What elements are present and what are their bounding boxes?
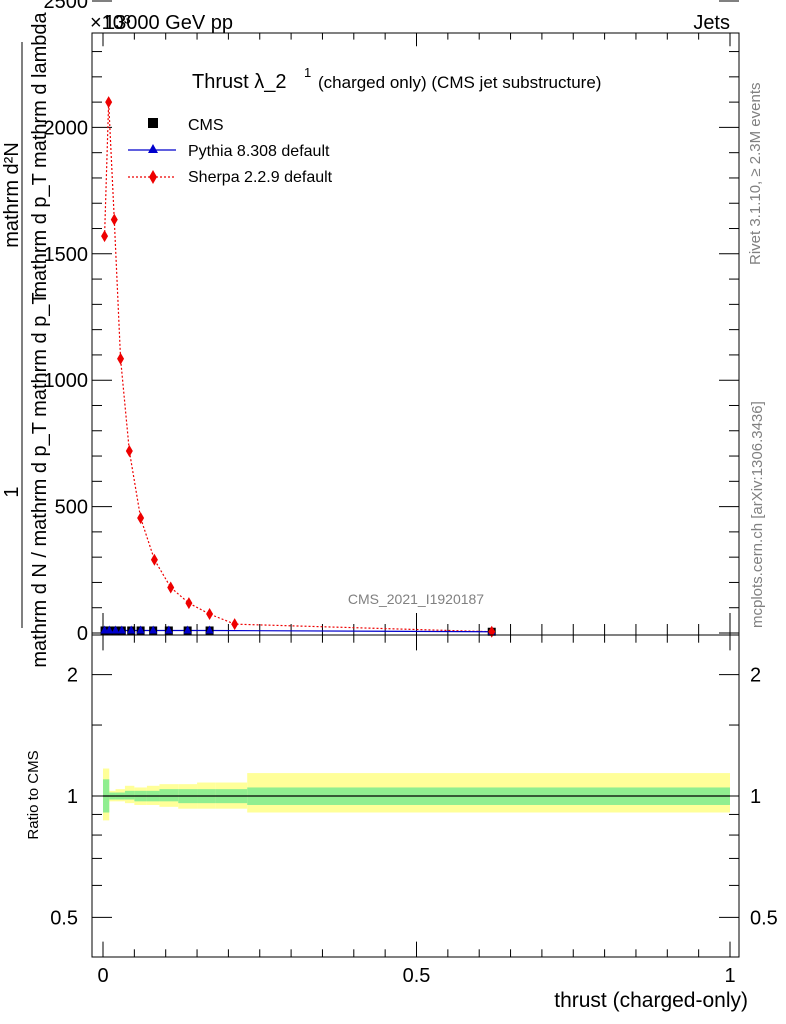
legend: CMS Pythia 8.308 default Sherpa 2.2.9 de… <box>128 117 333 186</box>
pythia-point <box>183 625 192 634</box>
ylabel-numerator-two: mathrm d²N <box>1 142 23 248</box>
ratio-ylabel: Ratio to CMS <box>25 750 42 839</box>
ylabel-denominator-two: mathrm d p_T mathrm d lambda <box>29 11 51 297</box>
ratio-tick-label-left: 2 <box>67 665 78 687</box>
legend-square-marker <box>148 118 158 128</box>
legend-label-sherpa: Sherpa 2.2.9 default <box>188 169 333 186</box>
sherpa-point <box>117 352 125 365</box>
y-tick-label: 0 <box>77 623 88 645</box>
y-tick-label: 500 <box>55 497 88 519</box>
y-tick-label: 2500 <box>44 0 89 13</box>
sherpa-line <box>103 102 492 633</box>
ylabel-one: 1 <box>1 486 23 497</box>
sherpa-point <box>488 625 496 638</box>
sherpa-point <box>150 553 158 566</box>
mcplots-label: mcplots.cern.ch [arXiv:1306.3436] <box>749 401 766 628</box>
pythia-point <box>111 625 120 634</box>
pythia-line <box>104 629 492 633</box>
ratio-bands <box>103 768 730 821</box>
pythia-point <box>136 625 145 634</box>
legend-item-sherpa: Sherpa 2.2.9 default <box>128 169 333 186</box>
legend-item-pythia: Pythia 8.308 default <box>128 143 330 160</box>
legend-triangle-marker <box>148 144 158 153</box>
sherpa-point <box>231 618 239 631</box>
ratio-tick-label-right: 1 <box>750 786 761 808</box>
exponent-label: ×10³ <box>90 12 131 34</box>
title-rest: (charged only) (CMS jet substructure) <box>318 73 601 92</box>
title-superscript: 1 <box>304 65 311 80</box>
sherpa-point <box>206 608 214 621</box>
sherpa-point <box>101 230 109 243</box>
pythia-point <box>117 625 126 634</box>
ratio-tick-label-left: 0.5 <box>50 907 78 929</box>
pythia-point <box>149 625 158 634</box>
pythia-point <box>164 625 173 634</box>
x-axis-label: thrust (charged-only) <box>554 989 748 1012</box>
upper-y-ticks: 050010001500200025003000350040004500 <box>44 0 739 645</box>
x-tick-label: 0.5 <box>403 965 431 987</box>
ylabel-denominator: mathrm d N / mathrm d p_T mathrm d p_T <box>29 292 51 667</box>
y-tick-label: 2000 <box>44 117 89 139</box>
sherpa-point <box>110 213 118 226</box>
energy-label: 13000 GeV pp <box>104 12 233 34</box>
ratio-tick-label-right: 2 <box>750 665 761 687</box>
inner-band <box>124 790 135 800</box>
pythia-point <box>205 625 214 634</box>
x-tick-label: 1 <box>724 965 735 987</box>
lower-x-ticks: 0 0.5 1 <box>97 635 736 987</box>
upper-series-group <box>100 96 496 638</box>
plot-title: Thrust λ_2 1 (charged only) (CMS jet sub… <box>192 65 601 93</box>
sherpa-point <box>105 96 113 109</box>
title-main: Thrust λ_2 <box>192 71 286 93</box>
y-tick-label: 1500 <box>44 244 89 266</box>
pythia-point <box>105 625 114 634</box>
inner-band <box>159 789 179 802</box>
lower-y-ticks: 0.5 0.5 1 1 2 2 <box>50 665 778 930</box>
x-tick-label: 0 <box>97 965 108 987</box>
y-tick-label: 1000 <box>44 370 89 392</box>
ratio-tick-label-left: 1 <box>67 786 78 808</box>
sherpa-point <box>137 511 145 524</box>
legend-item-cms: CMS <box>148 117 224 134</box>
analysis-watermark: CMS_2021_I1920187 <box>348 591 484 607</box>
legend-label-cms: CMS <box>188 117 224 134</box>
legend-label-pythia: Pythia 8.308 default <box>188 143 330 160</box>
rivet-label: Rivet 3.1.10, ≥ 2.3M events <box>747 83 764 266</box>
pythia-point <box>127 625 136 634</box>
process-label: Jets <box>693 12 730 34</box>
sherpa-point <box>167 581 175 594</box>
sherpa-point <box>185 597 193 610</box>
sherpa-point <box>125 444 133 457</box>
upper-ylabel: 1 mathrm d N / mathrm d p_T mathrm d p_T… <box>1 11 51 667</box>
legend-diamond-marker <box>149 170 157 184</box>
ratio-tick-label-right: 0.5 <box>750 907 778 929</box>
